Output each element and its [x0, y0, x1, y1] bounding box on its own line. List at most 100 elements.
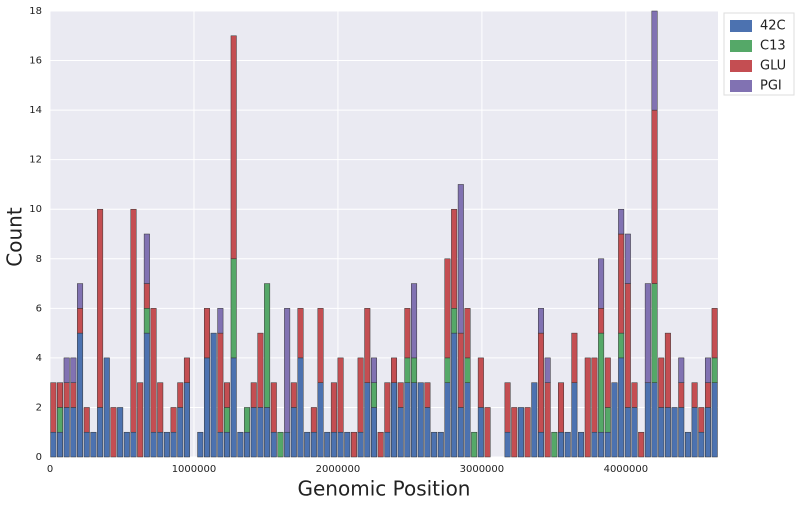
bar-segment — [77, 332, 84, 458]
bar-segment — [618, 332, 625, 359]
x-axis-label: Genomic Position — [298, 477, 471, 501]
bar-segment — [57, 382, 64, 408]
bar-segment — [344, 431, 351, 458]
bar-segment — [50, 431, 57, 458]
bar-segment — [143, 332, 150, 458]
bar-segment — [471, 431, 478, 458]
bar-segment — [143, 233, 150, 284]
bar-segment — [57, 431, 64, 458]
bar-segment — [624, 233, 631, 284]
legend-label: PGI — [760, 79, 782, 94]
legend-swatch — [730, 20, 752, 32]
bar-segment — [230, 35, 237, 260]
bar-segment — [537, 431, 544, 458]
bar-segment — [598, 332, 605, 433]
bar-segment — [651, 382, 658, 458]
bar-segment — [217, 332, 224, 433]
bar-segment — [264, 407, 271, 458]
bar-segment — [337, 431, 344, 458]
bar-segment — [544, 357, 551, 383]
bar-segment — [384, 382, 391, 433]
x-tick-label: 1000000 — [172, 464, 217, 475]
bar-segment — [217, 431, 224, 458]
bar-segment — [711, 382, 718, 458]
bar-segment — [671, 407, 678, 458]
bar-segment — [411, 357, 418, 383]
bar-segment — [244, 431, 251, 458]
bar-segment — [110, 407, 117, 458]
bar-segment — [404, 382, 411, 458]
bar-segment — [370, 357, 377, 383]
bar-segment — [324, 431, 331, 458]
bar-segment — [210, 332, 217, 458]
y-axis-label: Count — [3, 207, 27, 267]
bar-segment — [524, 407, 531, 458]
bar-segment — [658, 407, 665, 458]
bar-segment — [651, 10, 658, 111]
bar-segment — [330, 431, 337, 458]
bar-segment — [317, 308, 324, 383]
legend-swatch — [730, 60, 752, 72]
x-tick-label: 2000000 — [316, 464, 361, 475]
bar-segment — [704, 382, 711, 408]
y-tick-label: 10 — [29, 204, 42, 215]
bar-segment — [224, 382, 231, 408]
bar-segment — [130, 431, 137, 458]
bar-segment — [404, 357, 411, 383]
bar-segment — [230, 258, 237, 359]
bar-segment — [511, 407, 518, 458]
bar-segment — [457, 332, 464, 408]
bar-segment — [170, 431, 177, 458]
bar-segment — [618, 208, 625, 235]
bar-segment — [203, 357, 210, 458]
bar-segment — [230, 357, 237, 458]
bar-segment — [123, 431, 130, 458]
bar-segment — [297, 357, 304, 458]
bar-segment — [264, 283, 271, 408]
bar-segment — [658, 357, 665, 408]
bar-segment — [177, 407, 184, 458]
bar-segment — [564, 431, 571, 458]
bar-segment — [417, 382, 424, 458]
bar-segment — [631, 382, 638, 408]
y-tick-label: 2 — [36, 402, 42, 413]
bar-segment — [364, 382, 371, 458]
bar-segment — [224, 431, 231, 458]
bar-segment — [631, 407, 638, 458]
bar-segment — [237, 431, 244, 458]
y-tick-label: 16 — [29, 56, 42, 67]
bar-segment — [163, 431, 170, 458]
bar-segment — [477, 357, 484, 408]
bar-segment — [70, 382, 77, 408]
bar-segment — [684, 431, 691, 458]
bar-segment — [117, 407, 124, 458]
bar-segment — [464, 308, 471, 359]
bar-segment — [664, 332, 671, 408]
bar-segment — [70, 407, 77, 458]
bar-segment — [370, 382, 377, 408]
bar-segment — [664, 407, 671, 458]
bar-segment — [464, 382, 471, 458]
bar-segment — [97, 208, 104, 408]
bar-segment — [517, 407, 524, 458]
bar-segment — [357, 357, 364, 433]
bar-segment — [310, 431, 317, 458]
legend-label: C13 — [760, 39, 786, 54]
bar-segment — [70, 357, 77, 383]
bar-segment — [297, 308, 304, 359]
bar-segment — [704, 357, 711, 383]
bar-segment — [584, 357, 591, 458]
bar-segment — [284, 431, 291, 458]
bar-segment — [384, 431, 391, 458]
bar-segment — [711, 357, 718, 383]
bar-segment — [651, 109, 658, 284]
bar-segment — [90, 431, 97, 458]
y-tick-label: 8 — [36, 254, 42, 265]
bar-segment — [83, 431, 90, 458]
bar-segment — [284, 308, 291, 433]
bar-segment — [250, 407, 257, 458]
legend-label: 42C — [760, 19, 786, 34]
bar-segment — [551, 431, 558, 458]
bar-segment — [444, 357, 451, 383]
bar-segment — [604, 357, 611, 408]
